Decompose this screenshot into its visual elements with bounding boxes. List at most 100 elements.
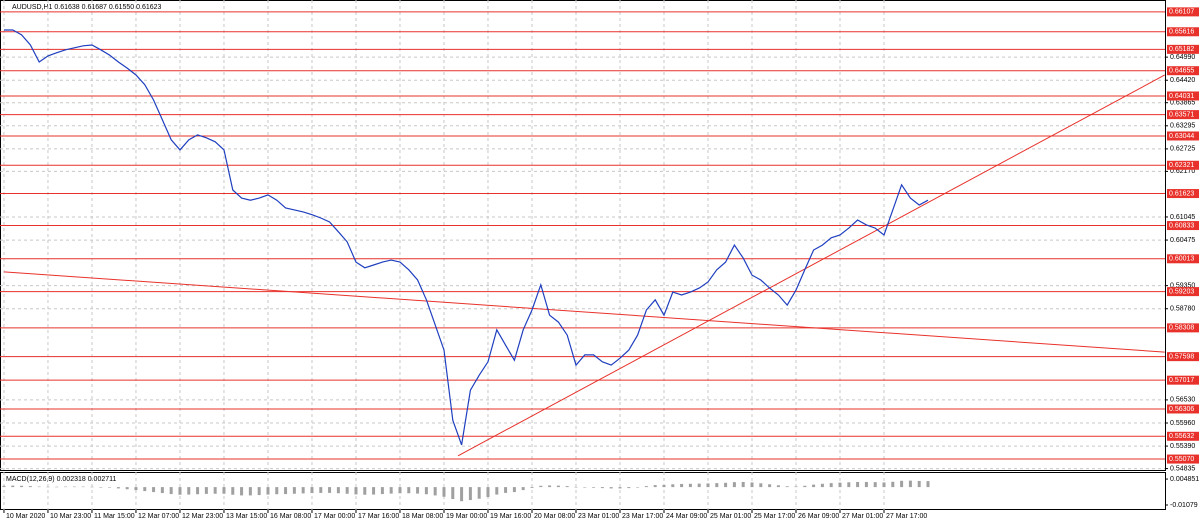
level-tag — [1167, 454, 1199, 464]
macd-bar — [565, 486, 569, 488]
x-tick-label: 16 Mar 08:00 — [270, 513, 311, 520]
macd-bar — [820, 483, 824, 488]
x-tick-label: 26 Mar 09:00 — [798, 513, 839, 520]
level-tag — [1167, 352, 1199, 362]
level-label: 0.55632 — [1169, 433, 1194, 440]
macd-bar — [442, 487, 446, 497]
macd-bar — [204, 487, 208, 494]
macd-bar — [292, 487, 296, 494]
y-tick-label: 0.54835 — [1170, 465, 1195, 472]
y-tick-label: 0.004851 — [1170, 476, 1199, 483]
level-tag — [1167, 7, 1199, 17]
macd-bar — [231, 487, 235, 495]
level-tag — [1167, 323, 1199, 333]
level-tag — [1167, 221, 1199, 231]
level-tag — [1167, 375, 1199, 385]
level-tag — [1167, 91, 1199, 101]
level-label: 0.58308 — [1169, 325, 1194, 332]
level-label: 0.64655 — [1169, 68, 1194, 75]
level-label: 0.60013 — [1169, 256, 1194, 263]
macd-bar — [134, 487, 138, 491]
macd-bar — [680, 483, 684, 488]
macd-bar — [363, 487, 367, 495]
macd-bar — [882, 482, 886, 488]
macd-bar — [583, 487, 587, 488]
macd-bar — [257, 487, 261, 496]
macd-bar — [812, 484, 816, 488]
level-label: 0.60833 — [1169, 222, 1194, 229]
level-tag — [1167, 189, 1199, 199]
y-tick-label: 0.62170 — [1170, 168, 1195, 175]
macd-bar — [380, 487, 384, 495]
y-tick-label: -0.01079 — [1170, 502, 1198, 509]
y-tick-label: 0.60475 — [1170, 237, 1195, 244]
macd-bar — [618, 487, 622, 489]
macd-bar — [697, 483, 701, 488]
macd-bar — [187, 487, 191, 495]
macd-bar — [468, 487, 472, 501]
macd-bar — [451, 487, 455, 500]
level-label: 0.57017 — [1169, 377, 1194, 384]
macd-bar — [636, 487, 640, 488]
x-tick-label: 12 Mar 23:00 — [182, 513, 223, 520]
macd-bar — [169, 487, 173, 495]
macd-bar — [750, 482, 754, 488]
macd-bar — [732, 482, 736, 488]
macd-bar — [891, 481, 895, 488]
level-label: 0.55070 — [1169, 456, 1194, 463]
level-label: 0.65182 — [1169, 46, 1194, 53]
level-tag — [1167, 44, 1199, 54]
macd-bar — [2, 485, 6, 488]
x-tick-label: 25 Mar 01:00 — [710, 513, 751, 520]
macd-bar — [917, 480, 921, 488]
macd-bar — [354, 487, 358, 495]
macd-bar — [724, 482, 728, 488]
trendline — [3, 271, 1165, 353]
macd-bar — [768, 484, 772, 488]
y-tick-label: 0.64990 — [1170, 54, 1195, 61]
macd-bar — [160, 487, 164, 494]
chart-title: AUDUSD,H1 0.61638 0.61687 0.61550 0.6162… — [12, 4, 162, 11]
main-pane — [0, 0, 1166, 471]
macd-bar — [37, 486, 41, 488]
level-label: 0.59203 — [1169, 288, 1194, 295]
y-tick-label: 0.55960 — [1170, 420, 1195, 427]
macd-bar — [345, 487, 349, 494]
y-tick-label: 0.64420 — [1170, 77, 1195, 84]
macd-bar — [873, 482, 877, 488]
x-tick-label: 27 Mar 17:00 — [886, 513, 927, 520]
macd-bar — [143, 487, 147, 492]
macd-bar — [213, 487, 217, 494]
macd-bar — [460, 487, 464, 502]
x-tick-label: 27 Mar 01:00 — [842, 513, 883, 520]
macd-bar — [548, 485, 552, 488]
macd-bar — [856, 481, 860, 488]
macd-bar — [574, 486, 578, 488]
macd-bar — [222, 487, 226, 494]
level-label: 0.64031 — [1169, 93, 1194, 100]
x-tick-label: 23 Mar 17:00 — [622, 513, 663, 520]
macd-bar — [803, 485, 807, 488]
macd-bar — [72, 486, 76, 488]
macd-bar — [829, 483, 833, 488]
macd-bar — [389, 487, 393, 494]
x-tick-label: 17 Mar 16:00 — [358, 513, 399, 520]
level-tag — [1167, 66, 1199, 76]
macd-title: MACD(12,26,9) 0.002318 0.002711 — [6, 476, 116, 483]
y-tick-label: 0.61045 — [1170, 214, 1195, 221]
level-tag — [1167, 254, 1199, 264]
trendline — [457, 74, 1165, 457]
level-tag — [1167, 110, 1199, 120]
macd-bar — [125, 487, 129, 490]
level-label: 0.65616 — [1169, 29, 1194, 36]
y-tick-label: 0.58780 — [1170, 306, 1195, 313]
level-tag — [1167, 160, 1199, 170]
level-tag — [1167, 431, 1199, 441]
x-tick-label: 19 Mar 00:00 — [446, 513, 487, 520]
x-tick-label: 23 Mar 01:00 — [578, 513, 619, 520]
macd-bar — [424, 487, 428, 495]
macd-pane — [0, 472, 1166, 510]
macd-bar — [776, 485, 780, 488]
macd-bar — [671, 484, 675, 488]
